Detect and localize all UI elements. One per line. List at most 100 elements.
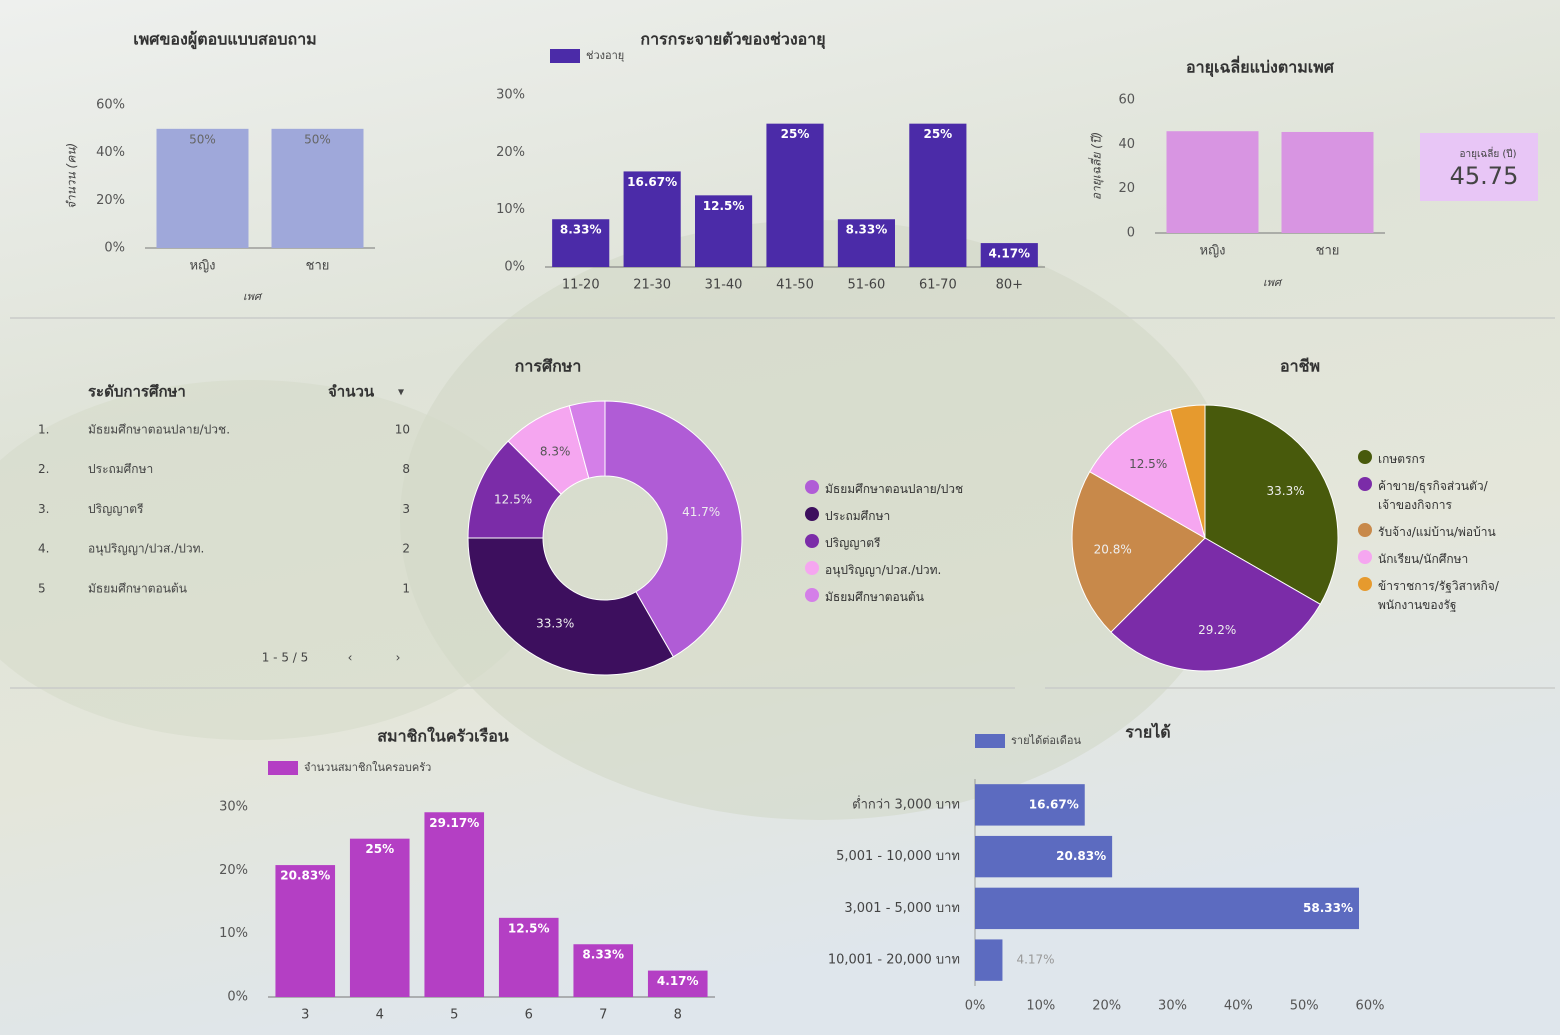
data-label: 29.2% bbox=[1198, 623, 1236, 637]
table-header: ระดับการศึกษา bbox=[88, 383, 186, 401]
data-label: 25% bbox=[781, 127, 810, 141]
data-label: 12.5% bbox=[508, 921, 550, 935]
legend-item: มัธยมศึกษาตอนต้น bbox=[805, 588, 1015, 607]
row-count: 10 bbox=[395, 423, 410, 437]
y-tick-label: ต่ำกว่า 3,000 บาท bbox=[852, 795, 960, 812]
row-index: 1. bbox=[38, 423, 49, 437]
x-tick-label: 6 bbox=[525, 1008, 533, 1023]
y-tick-label: 10% bbox=[496, 202, 525, 217]
x-tick-label: 30% bbox=[1158, 999, 1187, 1014]
bar bbox=[975, 888, 1359, 929]
data-label: 12.5% bbox=[494, 492, 532, 506]
row-label: มัธยมศึกษาตอนต้น bbox=[88, 581, 187, 595]
y-tick-label: 10% bbox=[219, 926, 248, 941]
y-tick-label: 0% bbox=[104, 241, 125, 256]
row-index: 2. bbox=[38, 462, 49, 476]
data-label: 33.3% bbox=[1267, 484, 1305, 498]
legend-swatch bbox=[805, 534, 819, 548]
x-tick-label: 21-30 bbox=[633, 278, 671, 293]
data-label: 16.67% bbox=[627, 175, 677, 189]
legend-swatch bbox=[550, 49, 580, 63]
legend-item: นักเรียน/นักศึกษา bbox=[1358, 550, 1508, 569]
x-axis-label: เพศ bbox=[243, 290, 263, 303]
legend-item: มัธยมศึกษาตอนปลาย/ปวช bbox=[805, 480, 1015, 499]
row-count: 3 bbox=[402, 502, 410, 516]
row-count: 1 bbox=[402, 581, 410, 595]
x-tick-label: 20% bbox=[1092, 999, 1121, 1014]
x-tick-label: 41-50 bbox=[776, 278, 814, 293]
prev-page[interactable]: ‹ bbox=[348, 651, 353, 665]
y-tick-label: 10,001 - 20,000 บาท bbox=[828, 953, 960, 968]
data-label: 8.3% bbox=[540, 444, 571, 458]
table-header[interactable]: จำนวน bbox=[328, 383, 375, 401]
row-count: 2 bbox=[402, 542, 410, 556]
x-tick-label: ชาย bbox=[306, 259, 330, 274]
x-tick-label: 50% bbox=[1290, 999, 1319, 1014]
row-count: 8 bbox=[402, 462, 410, 476]
legend-swatch bbox=[805, 507, 819, 521]
legend-item: รับจ้าง/แม่บ้าน/พ่อบ้าน bbox=[1358, 523, 1508, 542]
bar bbox=[350, 839, 410, 997]
x-tick-label: 31-40 bbox=[705, 278, 743, 293]
sort-arrow[interactable]: ▾ bbox=[398, 385, 404, 399]
dashboard: { "chart_data": [ {"type": "bar", "title… bbox=[0, 0, 1560, 1035]
legend-item: ข้าราชการ/รัฐวิสาหกิจ/พนักงานของรัฐ bbox=[1358, 577, 1508, 615]
data-label: 20.8% bbox=[1094, 543, 1132, 557]
legend-swatch bbox=[1358, 523, 1372, 537]
legend-swatch bbox=[1358, 577, 1372, 591]
pagination: 1 - 5 / 5 bbox=[262, 651, 309, 665]
y-tick-label: 60 bbox=[1118, 93, 1135, 108]
data-label: 58.33% bbox=[1303, 901, 1353, 915]
bar bbox=[157, 129, 249, 248]
data-label: 25% bbox=[923, 127, 952, 141]
legend-swatch bbox=[1358, 450, 1372, 464]
scorecard-value: 45.75 bbox=[1450, 162, 1519, 190]
data-label: 50% bbox=[189, 132, 216, 146]
legend-label: ประถมศึกษา bbox=[825, 507, 890, 526]
y-tick-label: 20 bbox=[1118, 181, 1135, 196]
x-tick-label: ชาย bbox=[1316, 244, 1340, 259]
data-label: 4.17% bbox=[988, 247, 1030, 261]
legend-swatch bbox=[1358, 477, 1372, 491]
chart-title: การกระจายตัวของช่วงอายุ bbox=[640, 30, 825, 50]
legend-label: มัธยมศึกษาตอนปลาย/ปวช bbox=[825, 480, 963, 499]
data-label: 20.83% bbox=[1056, 849, 1106, 863]
bar bbox=[275, 865, 335, 997]
legend-label: ปริญญาตรี bbox=[825, 534, 881, 553]
legend-label: อนุปริญญา/ปวส./ปวท. bbox=[825, 561, 941, 580]
y-axis-label: อายุเฉลี่ย (ปี) bbox=[1088, 132, 1105, 200]
legend-label: เกษตรกร bbox=[1378, 450, 1425, 469]
y-tick-label: 60% bbox=[96, 98, 125, 113]
x-tick-label: หญิง bbox=[1200, 244, 1226, 259]
legend-label: จำนวนสมาชิกในครอบครัว bbox=[304, 761, 431, 774]
y-tick-label: 20% bbox=[219, 863, 248, 878]
y-tick-label: 20% bbox=[96, 193, 125, 208]
x-tick-label: 7 bbox=[599, 1008, 607, 1023]
y-axis-label: จำนวน (คน) bbox=[65, 143, 79, 209]
row-index: 3. bbox=[38, 502, 49, 516]
x-tick-label: หญิง bbox=[190, 259, 216, 274]
legend-item: อนุปริญญา/ปวส./ปวท. bbox=[805, 561, 1015, 580]
x-tick-label: 60% bbox=[1356, 999, 1385, 1014]
bar bbox=[975, 939, 1002, 980]
legend-swatch bbox=[805, 588, 819, 602]
legend: มัธยมศึกษาตอนปลาย/ปวชประถมศึกษาปริญญาตรี… bbox=[805, 480, 1015, 615]
chart-title: อายุเฉลี่ยแบ่งตามเพศ bbox=[1186, 56, 1335, 78]
bar bbox=[1167, 131, 1259, 233]
legend-item: ค้าขาย/ธุรกิจส่วนตัว/เจ้าของกิจการ bbox=[1358, 477, 1508, 515]
next-page[interactable]: › bbox=[396, 651, 401, 665]
row-label: อนุปริญญา/ปวส./ปวท. bbox=[88, 542, 204, 557]
bar bbox=[909, 124, 966, 267]
x-tick-label: 8 bbox=[674, 1008, 682, 1023]
x-tick-label: 80+ bbox=[996, 278, 1023, 293]
legend-label: มัธยมศึกษาตอนต้น bbox=[825, 588, 924, 607]
legend-label: ค้าขาย/ธุรกิจส่วนตัว/เจ้าของกิจการ bbox=[1378, 477, 1508, 515]
x-tick-label: 11-20 bbox=[562, 278, 600, 293]
y-tick-label: 3,001 - 5,000 บาท bbox=[844, 901, 960, 916]
data-label: 50% bbox=[304, 132, 331, 146]
data-label: 4.17% bbox=[1016, 953, 1054, 967]
data-label: 8.33% bbox=[846, 223, 888, 237]
legend-label: ช่วงอายุ bbox=[586, 49, 624, 62]
data-label: 20.83% bbox=[280, 869, 330, 883]
y-tick-label: 0% bbox=[227, 990, 248, 1005]
